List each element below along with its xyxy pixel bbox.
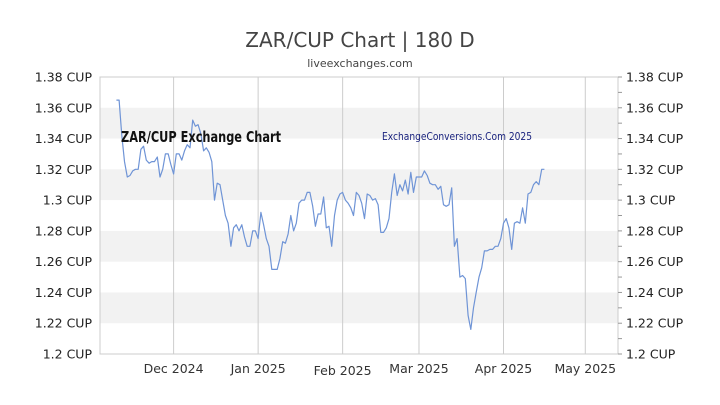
y-tick-label-right: 1.3 CUP: [626, 193, 676, 208]
y-axis-left: 1.38 CUP 1.36 CUP 1.34 CUP 1.32 CUP 1.3 CUP 1…: [35, 70, 93, 362]
x-tick-label: Mar 2025: [389, 361, 448, 376]
y-tick-label-left: 1.26 CUP: [35, 254, 93, 269]
y-axis-right: 1.38 CUP 1.36 CUP 1.34 CUP 1.32 CUP 1.3 CUP 1…: [626, 70, 684, 362]
y-tick-label-right: 1.28 CUP: [626, 223, 684, 238]
y-tick-label-right: 1.22 CUP: [626, 316, 684, 331]
y-tick-label-right: 1.38 CUP: [626, 70, 684, 85]
chart-subtitle: liveexchanges.com: [307, 57, 412, 70]
y-tick-label-right: 1.36 CUP: [626, 100, 684, 115]
y-tick-label-left: 1.34 CUP: [35, 131, 93, 146]
grid-bands: [100, 107, 618, 324]
vertical-grid: [173, 77, 586, 354]
y-tick-label-left: 1.3 CUP: [43, 193, 93, 208]
y-tick-label-right: 1.32 CUP: [626, 162, 684, 177]
y-tick-label-left: 1.24 CUP: [35, 285, 93, 300]
y-tick-label-left: 1.32 CUP: [35, 162, 93, 177]
grid-band: [100, 230, 618, 262]
y-axis-right-minor-ticks: [618, 76, 622, 355]
grid-band: [100, 292, 618, 324]
watermark-site: ExchangeConversions.Com 2025: [382, 130, 532, 143]
y-tick-label-right: 1.2 CUP: [626, 347, 676, 362]
y-tick-label-left: 1.36 CUP: [35, 100, 93, 115]
y-tick-label-right: 1.34 CUP: [626, 131, 684, 146]
y-tick-label-left: 1.2 CUP: [43, 347, 93, 362]
y-tick-label-left: 1.22 CUP: [35, 316, 93, 331]
x-axis: Dec 2024 Jan 2025 Feb 2025 Mar 2025 Apr 2025…: [144, 361, 616, 378]
x-tick-label: Jan 2025: [230, 361, 286, 376]
x-tick-label: Feb 2025: [314, 363, 372, 378]
chart-title: ZAR/CUP Chart | 180 D: [245, 28, 474, 52]
y-tick-label-right: 1.24 CUP: [626, 285, 684, 300]
series-line: [116, 99, 545, 330]
grid-band: [100, 107, 618, 139]
y-tick-label-right: 1.26 CUP: [626, 254, 684, 269]
x-tick-label: Apr 2025: [475, 361, 532, 376]
x-tick-label: May 2025: [554, 361, 616, 376]
watermark-title: ZAR/CUP Exchange Chart: [121, 128, 281, 146]
y-tick-label-left: 1.38 CUP: [35, 70, 93, 85]
x-tick-label: Dec 2024: [144, 361, 204, 376]
y-tick-label-left: 1.28 CUP: [35, 223, 93, 238]
